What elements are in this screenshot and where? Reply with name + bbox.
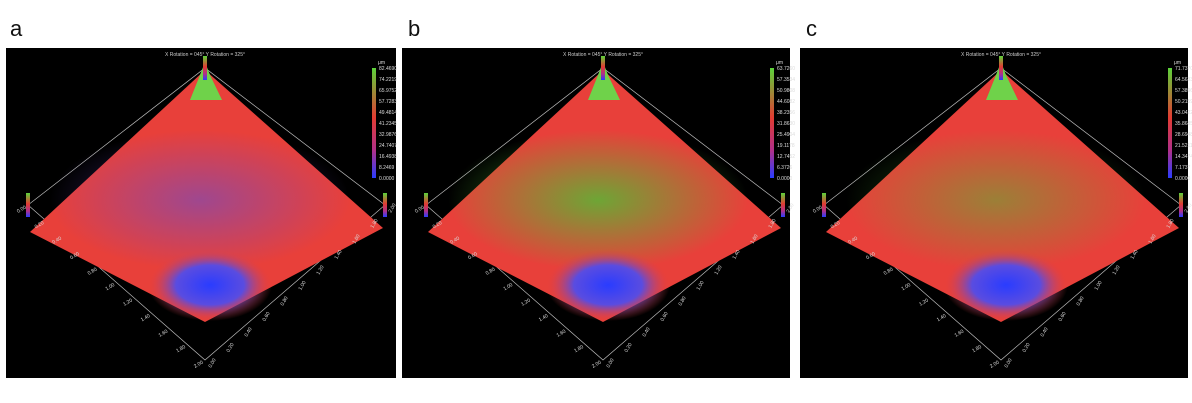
colorbar-tick-label: 14.3474	[1175, 154, 1192, 160]
corner-post	[822, 193, 826, 217]
surface-tint	[846, 130, 1146, 270]
colorbar-tick-label: 64.5633	[1175, 77, 1192, 83]
colorbar-tick-label: 57.3534	[777, 77, 795, 83]
corner-post	[383, 193, 387, 217]
corner-post	[203, 56, 207, 80]
colorbar-tick-label: 82.4690	[379, 66, 397, 72]
colorbar-tick-label: 8.2469	[379, 165, 395, 171]
colorbar-tick-label: 25.4904	[777, 132, 795, 138]
colorbar-tick-label: 16.4938	[379, 154, 397, 160]
colorbar-tick-label: 28.6948	[1175, 132, 1192, 138]
colorbar-tick-label: 63.7260	[777, 66, 795, 72]
colorbar	[372, 68, 376, 178]
colorbar-tick-label: 65.9752	[379, 88, 397, 94]
colorbar-tick-label: 38.2356	[777, 110, 795, 116]
colorbar-tick-label: 24.7407	[379, 143, 397, 149]
corner-post	[26, 193, 30, 217]
panel-label: b	[408, 16, 420, 41]
colorbar	[1168, 68, 1172, 178]
colorbar-tick-label: 7.1737	[1175, 165, 1191, 171]
colorbar-tick-label: 32.9876	[379, 132, 397, 138]
colorbar-tick-label: 74.2219	[379, 77, 397, 83]
colorbar-tick-label: 50.2159	[1175, 99, 1192, 105]
colorbar-tick-label: 0.0000	[777, 176, 793, 182]
colorbar-tick-label: 50.9808	[777, 88, 795, 94]
pit	[148, 249, 272, 321]
colorbar-tick-label: 35.8685	[1175, 121, 1192, 127]
colorbar-tick-label: 71.7370	[1175, 66, 1192, 72]
corner-post	[424, 193, 428, 217]
surface-tint	[50, 130, 350, 270]
colorbar-tick-label: 44.6082	[777, 99, 795, 105]
colorbar-tick-label: 31.8630	[777, 121, 795, 127]
colorbar-tick-label: 41.2345	[379, 121, 397, 127]
colorbar-tick-label: 12.7452	[777, 154, 795, 160]
pit	[546, 249, 670, 321]
colorbar-tick-label: 57.3896	[1175, 88, 1192, 94]
corner-post	[999, 56, 1003, 80]
colorbar-tick-label: 0.0000	[379, 176, 395, 182]
colorbar-tick-label: 21.5211	[1175, 143, 1192, 149]
surface-tint	[448, 130, 748, 270]
pit	[944, 249, 1068, 321]
corner-post	[781, 193, 785, 217]
corner-post	[1179, 193, 1183, 217]
colorbar-tick-label: 19.1178	[777, 143, 795, 149]
corner-post	[601, 56, 605, 80]
panel-label: a	[10, 16, 23, 41]
colorbar-tick-label: 6.3726	[777, 165, 793, 171]
colorbar-tick-label: 0.0000	[1175, 176, 1191, 182]
figure-canvas: aX Rotation = 045° Y Rotation = 325°μm82…	[0, 0, 1192, 403]
colorbar-tick-label: 57.7283	[379, 99, 397, 105]
figure: aX Rotation = 045° Y Rotation = 325°μm82…	[0, 0, 1192, 403]
panel-label: c	[806, 16, 817, 41]
colorbar-tick-label: 43.0422	[1175, 110, 1192, 116]
colorbar	[770, 68, 774, 178]
colorbar-tick-label: 49.4814	[379, 110, 397, 116]
